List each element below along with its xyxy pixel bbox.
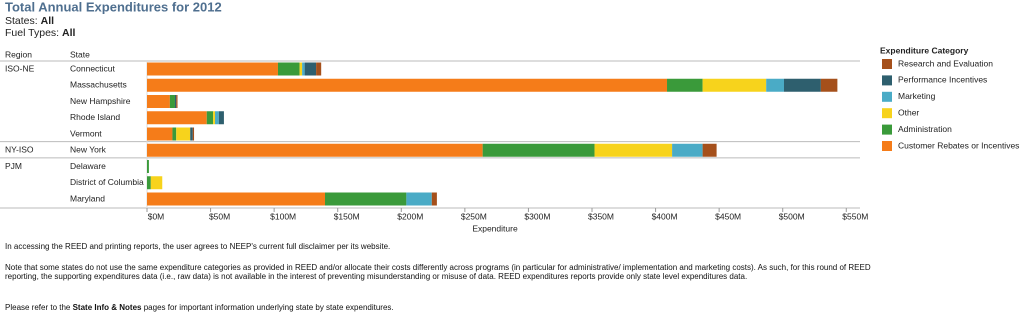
bar-segment	[431, 192, 437, 206]
bar-segment	[147, 192, 325, 206]
bar-segment	[302, 62, 305, 76]
y-tick-label: Vermont	[70, 128, 102, 138]
x-tick-label: $200M	[397, 211, 423, 221]
filter: Fuel Types: All	[5, 27, 76, 39]
x-tick-label: $300M	[524, 211, 550, 221]
column-header: State	[70, 49, 90, 59]
legend-label: Performance Incentives	[898, 75, 987, 85]
legend-swatch	[882, 141, 892, 151]
bar-segment	[325, 192, 407, 206]
y-tick-label: New Hampshire	[70, 96, 131, 106]
y-tick-label: Maryland	[70, 193, 105, 203]
bar-segment	[147, 176, 151, 190]
legend-label: Other	[898, 107, 919, 117]
chart: Total Annual Expenditures for 2012 State…	[0, 0, 1019, 233]
bar-segment	[169, 95, 175, 108]
y-tick-label: Connecticut	[70, 63, 116, 73]
legend-title: Expenditure Category	[880, 45, 969, 55]
bar-segment	[147, 95, 170, 108]
bar-segment	[406, 192, 432, 206]
x-tick-label: $350M	[588, 211, 614, 221]
x-axis-label: Expenditure	[472, 223, 518, 233]
bar-segment	[218, 111, 224, 125]
bar-segment	[215, 111, 219, 125]
bar-segment	[147, 62, 278, 76]
note: Note that some states do not use the sam…	[5, 263, 871, 281]
filter-value: All	[41, 15, 55, 27]
bar-segment	[304, 62, 317, 76]
x-tick-label: $450M	[715, 211, 741, 221]
x-tick-label: $150M	[334, 211, 360, 221]
bar-segment	[147, 111, 207, 125]
x-tick-label: $100M	[270, 211, 296, 221]
legend-swatch	[882, 75, 892, 86]
legend-label: Research and Evaluation	[898, 58, 993, 68]
legend-label: Administration	[898, 124, 952, 134]
filter-label: States:	[5, 15, 41, 27]
x-tick-label: $400M	[652, 211, 678, 221]
legend-swatch	[882, 108, 892, 119]
bar-segment	[174, 95, 177, 108]
x-tick-label: $250M	[461, 211, 487, 221]
x-tick-label: $0M	[148, 211, 165, 221]
legend-swatch	[882, 59, 892, 69]
bar-segment	[213, 111, 216, 125]
legend-swatch	[882, 91, 892, 102]
bar-segment	[667, 78, 703, 92]
column-header: Region	[5, 49, 32, 59]
bar-segment	[820, 78, 838, 92]
note-text: Please refer to the	[5, 303, 73, 312]
note-text: pages for important information underlyi…	[141, 303, 394, 312]
y-tick-label: Rhode Island	[70, 112, 120, 122]
bar-segment	[482, 143, 595, 157]
bar-segment	[702, 143, 717, 157]
bar-segment	[702, 78, 767, 92]
filter-value: All	[62, 27, 76, 39]
y-tick-label: Delaware	[70, 161, 106, 171]
bar-segment	[783, 78, 821, 92]
bar-segment	[147, 127, 173, 141]
bar-segment	[766, 78, 784, 92]
legend-label: Customer Rebates or Incentives	[898, 140, 1019, 150]
note: In accessing the REED and printing repor…	[5, 242, 391, 251]
bar-segment	[316, 62, 322, 76]
bar-segment	[147, 143, 483, 157]
bar-segment	[172, 127, 177, 141]
y-tick-label: Massachusetts	[70, 80, 127, 90]
bar-segment	[147, 78, 668, 92]
bar-segment	[176, 95, 178, 108]
filter: States: All	[5, 15, 54, 27]
bar-segment	[147, 160, 149, 173]
bar-segment	[206, 111, 214, 125]
x-tick-label: $550M	[842, 211, 868, 221]
bar-segment	[192, 127, 195, 141]
legend-label: Marketing	[898, 91, 936, 101]
bar-segment	[190, 127, 193, 141]
filter-label: Fuel Types:	[5, 27, 62, 39]
region-label: PJM	[5, 161, 22, 171]
y-tick-label: New York	[70, 145, 107, 155]
bar-segment	[150, 176, 163, 190]
bar-segment	[594, 143, 673, 157]
note: Please refer to the State Info & Notes p…	[5, 303, 885, 312]
chart-title: Total Annual Expenditures for 2012	[5, 0, 222, 14]
region-label: NY-ISO	[5, 145, 34, 155]
bar-segment	[176, 127, 191, 141]
bar-segment	[299, 62, 303, 76]
bar-segment	[277, 62, 300, 76]
legend-swatch	[882, 124, 892, 135]
region-label: ISO-NE	[5, 63, 35, 73]
x-tick-label: $500M	[779, 211, 805, 221]
x-tick-label: $50M	[209, 211, 230, 221]
note-link: State Info & Notes	[72, 303, 142, 312]
bar-segment	[672, 143, 703, 157]
y-tick-label: District of Columbia	[70, 177, 144, 187]
